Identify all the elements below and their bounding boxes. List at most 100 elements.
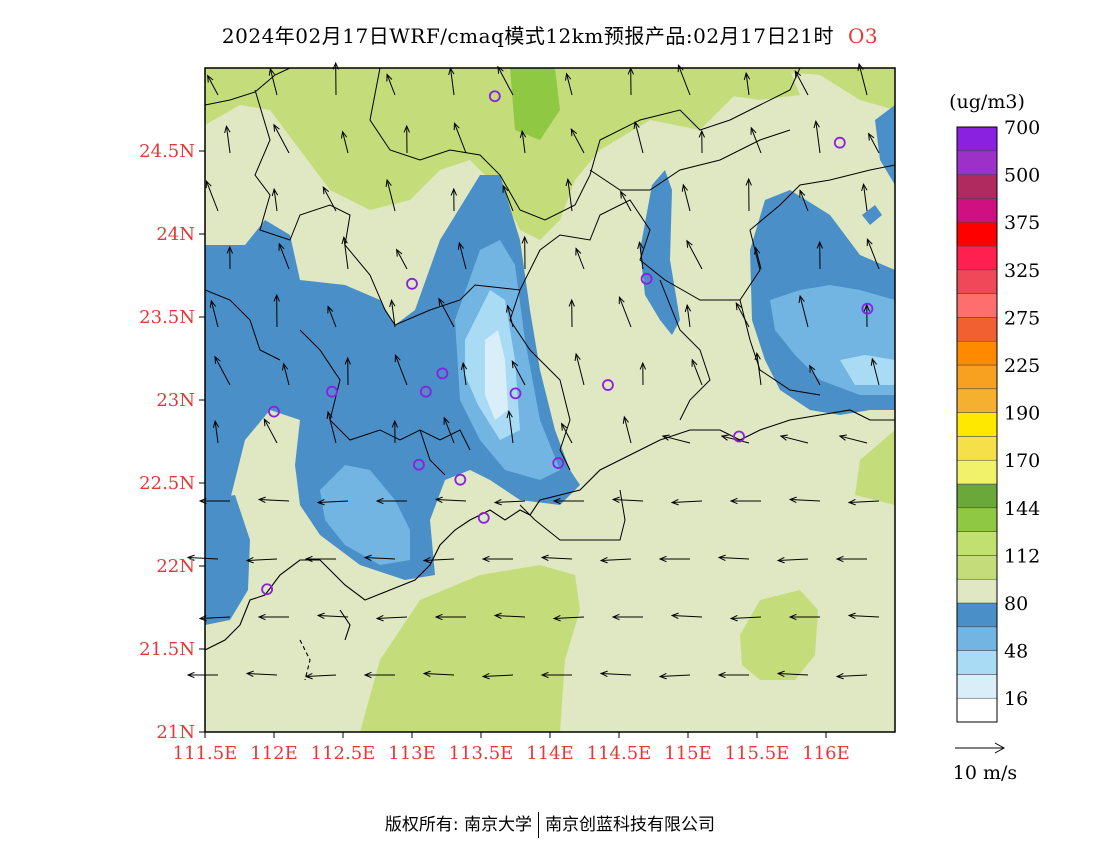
wind-vector [745, 73, 750, 96]
wind-arrowhead [866, 237, 873, 247]
colorbar-label: 500 [1004, 165, 1040, 187]
wind-vector [396, 249, 408, 270]
wind-arrowhead [375, 615, 384, 622]
wind-vector [735, 302, 750, 328]
wind-vector [207, 75, 219, 96]
wind-arrowhead [450, 187, 458, 196]
wind-arrowhead [698, 129, 706, 138]
wind-vector [731, 616, 762, 619]
wind-vector [691, 359, 703, 386]
wind-arrowhead [391, 419, 399, 428]
wind-arrowhead [670, 612, 679, 619]
wind-arrowhead [344, 356, 351, 365]
lon-tick-label: 116E [802, 743, 850, 764]
field-48-80-ne [875, 105, 895, 185]
wind-vector [424, 673, 455, 676]
colorbar-segment [956, 364, 998, 390]
lat-tick-label: 21.5N [139, 639, 195, 660]
wind-arrowhead [457, 241, 464, 250]
wind-arrowhead [540, 671, 549, 679]
colorbar-segment [956, 317, 998, 342]
wind-vector [453, 122, 467, 154]
wind-arrowhead [799, 189, 806, 198]
wind-vector [567, 179, 573, 212]
colorbar-segment [956, 674, 998, 699]
colorbar-segment [956, 412, 998, 437]
station-marker [419, 385, 432, 398]
wind-vector [205, 180, 219, 212]
field-48-80-sw [205, 495, 250, 625]
wind-vector [365, 557, 396, 560]
station-marker [509, 387, 522, 400]
wind-vector [677, 64, 691, 96]
wind-arrowhead [322, 186, 330, 195]
wind-arrowhead [263, 418, 271, 427]
wind-vector [618, 296, 632, 328]
wind-arrowhead [257, 496, 266, 503]
wind-arrowhead [493, 499, 502, 506]
wind-vector [483, 674, 514, 677]
wind-arrowhead [575, 247, 582, 256]
wind-arrowhead [835, 673, 844, 680]
wind-arrowhead [434, 496, 443, 503]
wind-arrowhead [776, 557, 785, 564]
wind-arrowhead [870, 357, 877, 366]
wind-arrowhead [396, 248, 403, 257]
wind-vector [780, 435, 809, 444]
copyright-right: 南京创蓝科技有限公司 [545, 815, 716, 835]
wind-arrowhead [779, 434, 788, 441]
colorbar-segment [956, 126, 998, 152]
wind-arrowhead [207, 74, 214, 83]
wind-vector [327, 411, 337, 444]
lat-tick-label: 24.5N [139, 141, 195, 162]
wind-arrowhead [798, 294, 805, 303]
wind-arrowhead [375, 497, 384, 505]
wind-vector [778, 673, 809, 676]
wind-vector [278, 243, 290, 270]
wind-vector [794, 70, 809, 96]
wind-vector [273, 124, 290, 154]
wind-vector [214, 356, 231, 386]
wind-vector [837, 674, 868, 677]
lon-tick-label: 113E [388, 743, 436, 764]
wind-arrowhead [282, 362, 289, 371]
field-0-16-plume [485, 330, 508, 420]
colorbar-segment [956, 174, 998, 199]
wind-vector [756, 353, 762, 386]
chart-title: 2024年02月17日WRF/cmaq模式12km预报产品:02月17日21时 O… [0, 20, 1100, 49]
field-112-east [855, 430, 895, 505]
colorbar-segment [956, 150, 998, 175]
lat-tick-label: 23N [156, 390, 195, 411]
colorbar-segment [956, 555, 998, 580]
colorbar-label: 112 [1004, 545, 1040, 567]
wind-arrowhead [460, 361, 468, 371]
colorbar-label: 170 [1004, 450, 1040, 472]
wind-vector [799, 295, 809, 328]
species-label: O3 [847, 24, 879, 48]
wind-arrowhead [691, 358, 698, 367]
wind-vector [866, 238, 880, 270]
station-marker [406, 277, 418, 290]
lat-tick-label: 21N [156, 722, 195, 743]
wind-arrowhead [403, 124, 410, 133]
wind-vector [660, 674, 691, 677]
wind-vector [686, 305, 691, 328]
wind-vectors [186, 61, 880, 680]
wind-vector [342, 131, 349, 154]
colorbar-segment [956, 483, 998, 509]
wind-vector [327, 306, 337, 328]
wind-arrowhead [521, 235, 528, 244]
wind-arrowhead [186, 671, 195, 679]
wind-arrowhead [438, 297, 445, 306]
wind-vector [849, 615, 880, 618]
wind-vector [799, 190, 809, 212]
wind-vector [871, 358, 880, 386]
wind-vector [188, 557, 219, 560]
wind-arrowhead [385, 178, 392, 187]
colorbar-label: 325 [1004, 260, 1040, 282]
station-marker [733, 430, 745, 443]
wind-vector [394, 354, 408, 386]
footer-separator [538, 812, 540, 838]
wind-arrowhead [386, 73, 393, 82]
